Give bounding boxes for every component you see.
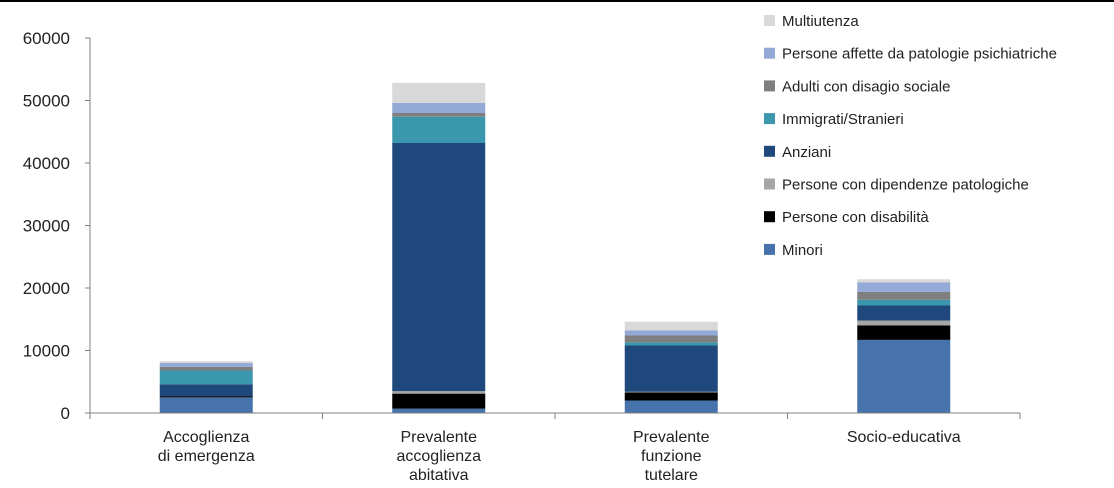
- legend-item: Multiutenza: [764, 13, 859, 30]
- bar-segment: [857, 305, 951, 321]
- y-tick-label: 40000: [23, 154, 70, 173]
- x-category-label: Prevalente: [633, 429, 710, 446]
- y-tick-label: 60000: [23, 29, 70, 48]
- legend-label: Adulti con disagio sociale: [782, 78, 950, 95]
- bar-segment: [392, 83, 486, 103]
- bar-segment: [857, 282, 951, 292]
- x-category-label: Prevalente: [401, 429, 478, 446]
- bar-segment: [624, 345, 718, 392]
- x-category-label: Accoglienza: [163, 429, 249, 446]
- bar-segment: [392, 113, 486, 117]
- legend-swatch: [764, 145, 775, 157]
- x-category-label: di emergenza: [158, 448, 255, 465]
- x-axis: Accoglienza di emergenza Prevalente accogli…: [89, 412, 1021, 484]
- x-category-label: abitativa: [409, 467, 469, 484]
- bar-segment: [624, 330, 718, 336]
- y-tick-label: 10000: [23, 342, 70, 361]
- y-tick-label: 0: [61, 404, 70, 423]
- bar-segment: [392, 143, 486, 392]
- bars: [159, 83, 951, 413]
- legend-item: Anziani: [764, 144, 831, 161]
- bar-segment: [624, 400, 718, 413]
- bar-segment: [392, 393, 486, 409]
- legend-label: Persone con dipendenze patologiche: [782, 177, 1029, 194]
- legend-label: Immigrati/Stranieri: [782, 111, 904, 128]
- legend-item: Adulti con disagio sociale: [764, 78, 950, 95]
- bar-segment: [857, 325, 951, 340]
- bar-segment: [624, 321, 718, 331]
- x-category-label: tutelare: [645, 467, 698, 484]
- legend-item: Immigrati/Stranieri: [764, 111, 904, 128]
- legend-label: Persone con disabilità: [782, 209, 929, 226]
- legend-swatch: [764, 15, 775, 26]
- top-border-rule: [0, 0, 1114, 2]
- bar-segment: [624, 391, 718, 393]
- bar-segment: [159, 396, 253, 398]
- bar-segment: [159, 397, 253, 413]
- bar-segment: [857, 339, 951, 413]
- bar-segment: [392, 391, 486, 394]
- y-tick-label: 30000: [23, 217, 70, 236]
- legend-item: Persone con dipendenze patologiche: [764, 177, 1029, 194]
- legend-swatch: [764, 211, 775, 223]
- bar-segment: [159, 366, 253, 371]
- bar-segment: [624, 342, 718, 346]
- x-category-label: funzione: [641, 448, 702, 465]
- legend-item: Persone con disabilità: [764, 209, 929, 226]
- legend-swatch: [764, 113, 775, 125]
- legend-swatch: [764, 80, 775, 92]
- bar-segment: [159, 361, 253, 363]
- bar-segment: [857, 320, 951, 326]
- legend-swatch: [764, 47, 775, 59]
- bar-segment: [392, 408, 486, 413]
- legend-swatch: [764, 178, 775, 190]
- x-category-label: Socio-educativa: [847, 429, 961, 446]
- bar-segment: [159, 370, 253, 385]
- bar-segment: [624, 335, 718, 343]
- bar-segment: [392, 103, 486, 113]
- bar-segment: [392, 116, 486, 143]
- y-tick-label: 50000: [23, 92, 70, 111]
- y-tick-label: 20000: [23, 279, 70, 298]
- bar-segment: [159, 384, 253, 397]
- bar-segment: [857, 299, 951, 306]
- legend-label: Anziani: [782, 144, 831, 161]
- legend-item: Minori: [764, 242, 823, 259]
- legend-label: Multiutenza: [782, 13, 859, 30]
- x-category-label: accoglienza: [397, 448, 482, 465]
- bar-segment: [624, 392, 718, 401]
- legend-swatch: [764, 243, 775, 255]
- bar-segment: [857, 291, 951, 300]
- bar-segment: [159, 363, 253, 367]
- legend-item: Persone affette da patologie psichiatric…: [764, 46, 1057, 63]
- y-axis: 0 10000 20000 30000 40000 50000 60000: [23, 29, 91, 423]
- legend-label: Minori: [782, 242, 823, 259]
- legend: Multiutenza Persone affette da patologie …: [764, 13, 1057, 259]
- legend-label: Persone affette da patologie psichiatric…: [782, 46, 1057, 63]
- bar-segment: [857, 279, 951, 283]
